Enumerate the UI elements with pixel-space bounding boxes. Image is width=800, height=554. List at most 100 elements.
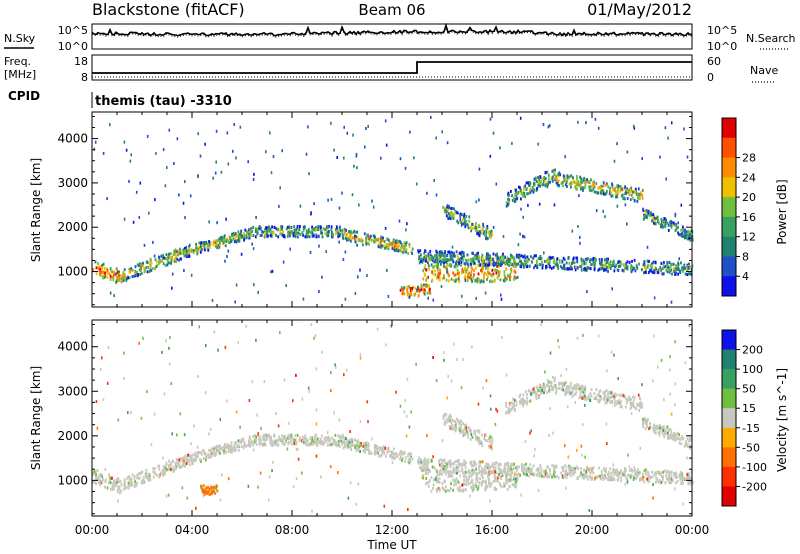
power-scatter-cell — [380, 156, 382, 160]
power-echo-cell — [669, 264, 672, 268]
velocity-echo-cell — [104, 479, 107, 483]
velocity-echo-cell — [301, 435, 304, 439]
velocity-echo-cell — [486, 439, 489, 443]
power-echo-cell — [262, 230, 265, 234]
power-echo-cell — [492, 252, 495, 256]
velocity-echo-cell — [608, 392, 611, 396]
velocity-echo-cell — [452, 488, 455, 492]
power-echo-cell — [596, 191, 599, 195]
velocity-scatter-cell — [130, 410, 132, 414]
power-echo-cell — [418, 287, 421, 291]
velocity-echo-cell — [364, 445, 366, 449]
power-echo-cell — [512, 256, 515, 260]
power-y-tick-label: 2000 — [57, 220, 88, 234]
power-echo-cell — [430, 258, 433, 261]
power-scatter-cell — [189, 243, 191, 247]
power-echo-cell — [683, 263, 686, 267]
velocity-echo-cell — [645, 469, 648, 473]
velocity-echo-cell — [642, 425, 645, 429]
velocity-echo-cell — [450, 471, 453, 474]
power-scatter-cell — [184, 216, 186, 220]
power-echo-cell — [580, 268, 583, 272]
power-echo-cell — [336, 229, 339, 233]
power-echo-cell — [282, 234, 285, 238]
velocity-echo-cell — [541, 388, 543, 392]
velocity-echo-cell — [278, 435, 281, 439]
velocity-echo-cell — [191, 462, 194, 466]
power-echo-cell — [559, 265, 562, 269]
power-echo-cell — [250, 228, 253, 232]
power-echo-cell — [352, 236, 354, 240]
velocity-echo-cell — [463, 478, 465, 482]
velocity-echo-cell — [172, 459, 175, 463]
power-echo-cell — [231, 234, 234, 238]
velocity-echo-cell — [311, 439, 313, 442]
velocity-scatter-cell — [574, 400, 576, 404]
velocity-echo-cell — [270, 437, 273, 441]
power-echo-cell — [432, 256, 435, 260]
velocity-echo-cell — [548, 385, 551, 388]
power-echo-cell — [477, 272, 480, 276]
velocity-echo-cell — [423, 465, 426, 469]
power-echo-cell — [356, 235, 359, 239]
velocity-echo-cell — [300, 439, 303, 443]
velocity-echo-cell — [561, 474, 564, 478]
velocity-echo-cell — [484, 488, 486, 492]
power-echo-cell — [574, 181, 577, 185]
power-echo-cell — [411, 247, 414, 251]
power-echo-cell — [135, 273, 138, 276]
power-echo-cell — [140, 266, 142, 270]
velocity-echo-cell — [565, 392, 567, 396]
velocity-echo-cell — [181, 465, 183, 469]
power-echo-cell — [547, 180, 550, 184]
velocity-echo-cell — [625, 401, 628, 405]
velocity-echo-cell — [452, 478, 454, 482]
noise-tick-left-bottom: 10^0 — [58, 40, 88, 53]
velocity-echo-cell — [127, 486, 130, 490]
power-echo-cell — [657, 268, 660, 272]
velocity-echo-cell — [574, 387, 576, 391]
power-echo-cell — [577, 182, 580, 186]
power-scatter-cell — [427, 296, 429, 300]
power-scatter-cell — [341, 191, 343, 195]
power-echo-cell — [109, 267, 112, 271]
velocity-echo-cell — [512, 467, 515, 471]
velocity-echo-cell — [228, 447, 231, 451]
velocity-echo-cell — [475, 484, 478, 488]
power-echo-cell — [494, 253, 497, 257]
power-echo-cell — [604, 192, 607, 196]
power-echo-cell — [419, 260, 422, 263]
power-echo-cell — [542, 263, 544, 267]
velocity-echo-cell — [499, 483, 502, 487]
power-echo-cell — [477, 263, 479, 267]
velocity-echo-cell — [660, 475, 663, 478]
power-echo-cell — [491, 257, 494, 261]
power-echo-cell — [566, 267, 569, 271]
velocity-echo-cell — [190, 458, 193, 462]
velocity-echo-cell — [493, 462, 496, 466]
power-scatter-cell — [212, 176, 214, 180]
velocity-echo-cell — [680, 476, 683, 480]
power-echo-cell — [649, 211, 652, 215]
power-echo-cell — [592, 184, 595, 188]
velocity-echo-cell — [348, 441, 351, 445]
velocity-scatter-cell — [107, 346, 110, 350]
power-scatter-cell — [113, 294, 115, 298]
power-echo-cell — [683, 232, 685, 236]
power-echo-cell — [372, 234, 375, 238]
power-echo-cell — [532, 187, 534, 190]
power-scatter-cell — [282, 260, 285, 264]
power-echo-cell — [478, 259, 480, 263]
velocity-echo-cell — [662, 470, 665, 474]
power-echo-cell — [264, 229, 267, 232]
velocity-scatter-cell — [359, 353, 362, 357]
power-echo-cell — [502, 256, 505, 259]
velocity-echo-cell — [597, 393, 600, 397]
power-echo-cell — [675, 271, 677, 275]
velocity-echo-cell — [247, 444, 250, 448]
power-echo-cell — [589, 260, 591, 263]
velocity-echo-cell — [281, 442, 284, 445]
power-echo-cell — [481, 227, 484, 231]
velocity-scatter-cell — [399, 404, 402, 408]
power-echo-cell — [538, 257, 541, 260]
